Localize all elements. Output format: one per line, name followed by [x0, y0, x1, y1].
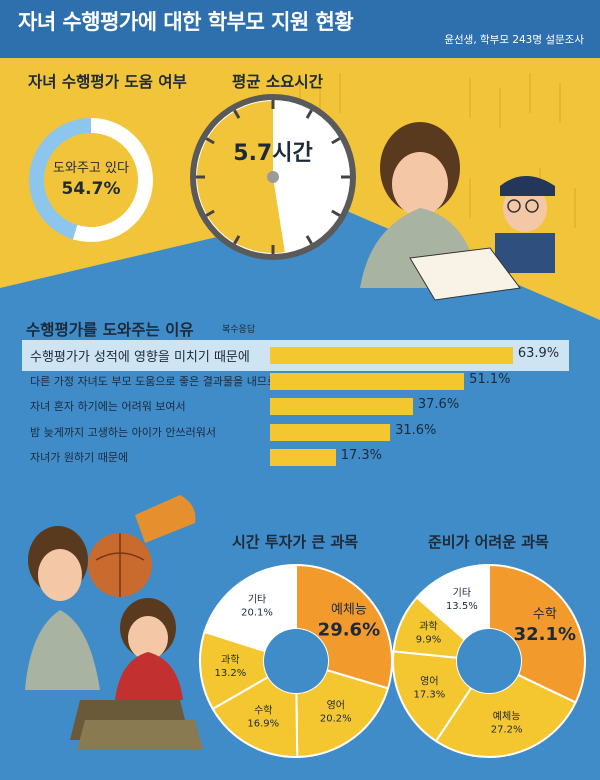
bar — [270, 398, 413, 415]
clock-tick — [305, 235, 313, 245]
bar-row: 자녀가 원하기 때문에 17.3% — [22, 444, 582, 470]
time-value-label: 5.7시간 — [233, 141, 312, 166]
reasons-note: 복수응답 — [222, 325, 256, 335]
clock-tick — [205, 137, 215, 145]
help-donut-hole — [44, 133, 138, 227]
pie-slice-label: 수학 — [533, 607, 557, 622]
reasons-title: 수행평가를 도와주는 이유 — [26, 321, 194, 339]
bar — [270, 372, 465, 390]
bar-label: 다른 가정 자녀도 부모 도움으로 좋은 결과물을 내므로 — [30, 374, 278, 388]
pie-slice-label: 과학 — [419, 621, 437, 633]
pie-hole — [264, 629, 328, 693]
bar-row: 수행평가가 성적에 영향을 미치기 때문에 63.9% — [22, 342, 582, 368]
clock-tick — [331, 209, 341, 217]
pie-slice-label: 영어 — [327, 700, 345, 712]
time-investment-pie: 예체능 29.6% 영어 20.2% 수학 16.9% 과학 13.2% 기타 20.1% — [199, 563, 393, 759]
bar-row: 밤 늦게까지 고생하는 아이가 안쓰러워서 31.6% — [22, 419, 582, 445]
bar — [270, 347, 513, 364]
clock-center-dot — [267, 171, 279, 183]
pie-slice-label: 예체능 — [331, 603, 367, 618]
pie-value-label: 27.2% — [491, 725, 523, 736]
bar — [270, 423, 391, 441]
pie-hole — [457, 629, 521, 693]
pie-value-label: 16.9% — [247, 718, 279, 729]
pie-slice-label: 영어 — [420, 675, 438, 687]
help-donut-slice — [72, 118, 154, 242]
pie-value-label: 32.1% — [514, 624, 576, 645]
help-donut-rest — [29, 118, 91, 240]
bar-label: 밤 늦게까지 고생하는 아이가 안쓰러워서 — [30, 425, 217, 439]
help-donut-chart — [29, 118, 154, 242]
clock-tick — [205, 209, 215, 217]
clock-tick — [305, 109, 313, 119]
survey-source: 윤선생, 학부모 243명 설문조사 — [444, 34, 584, 46]
pie-value-label: 13.2% — [214, 668, 246, 679]
clock-tick — [331, 137, 341, 145]
bar — [270, 449, 336, 466]
bar-value-label: 51.1% — [469, 371, 511, 387]
pie-value-label: 20.1% — [241, 608, 273, 619]
pie1-title: 시간 투자가 큰 과목 — [232, 533, 359, 551]
parent-child-study-illustration — [360, 122, 555, 301]
bar-label: 수행평가가 성적에 영향을 미치기 때문에 — [30, 350, 250, 365]
clock-tick — [233, 109, 241, 119]
pie-value-label: 29.6% — [318, 620, 380, 641]
pie-value-label: 13.5% — [446, 601, 478, 612]
clock-elapsed — [273, 101, 350, 253]
bar-label: 자녀가 원하기 때문에 — [30, 451, 129, 464]
upper-background — [0, 73, 600, 320]
help-value-label: 54.7% — [62, 179, 121, 199]
bar-value-label: 37.6% — [417, 397, 460, 412]
bar-label: 자녀 혼자 하기에는 어려워 보여서 — [30, 400, 186, 413]
bar-row: 자녀 혼자 하기에는 어려워 보여서 37.6% — [22, 393, 582, 419]
bar-value-label: 31.6% — [395, 422, 437, 438]
pie-slice-label: 과학 — [221, 654, 239, 666]
page-title: 자녀 수행평가에 대한 학부모 지원 현황 — [18, 10, 354, 34]
help-center-label: 도와주고 있다 — [53, 161, 129, 176]
mother-daughter-illustration — [25, 495, 203, 750]
bar-row: 다른 가정 자녀도 부모 도움으로 좋은 결과물을 내므로 51.1% — [22, 368, 582, 394]
pie2-title: 준비가 어려운 과목 — [428, 533, 549, 551]
pie-slice-label: 수학 — [254, 704, 272, 716]
pie-value-label: 9.9% — [416, 635, 441, 646]
bar-value-label: 17.3% — [340, 448, 383, 463]
difficulty-pie: 수학 32.1% 예체능 27.2% 영어 17.3% 과학 9.9% 기타 13.5% — [392, 563, 586, 758]
pie-value-label: 20.2% — [320, 714, 352, 725]
pie-slice-label: 기타 — [453, 587, 471, 599]
help-section-title: 자녀 수행평가 도움 여부 — [28, 73, 187, 91]
time-clock-gauge — [190, 94, 356, 260]
pie-value-label: 17.3% — [413, 689, 445, 700]
bar-value-label: 63.9% — [517, 346, 560, 361]
pie-slice — [295, 668, 390, 759]
header-bar: 자녀 수행평가에 대한 학부모 지원 현황 윤선생, 학부모 243명 설문조사 — [0, 0, 600, 58]
time-section-title: 평균 소요시간 — [232, 73, 323, 91]
clock-remaining — [197, 101, 285, 253]
pie-slice-label: 예체능 — [493, 711, 521, 723]
pie-slice-label: 기타 — [248, 594, 266, 606]
clock-tick — [233, 235, 241, 245]
